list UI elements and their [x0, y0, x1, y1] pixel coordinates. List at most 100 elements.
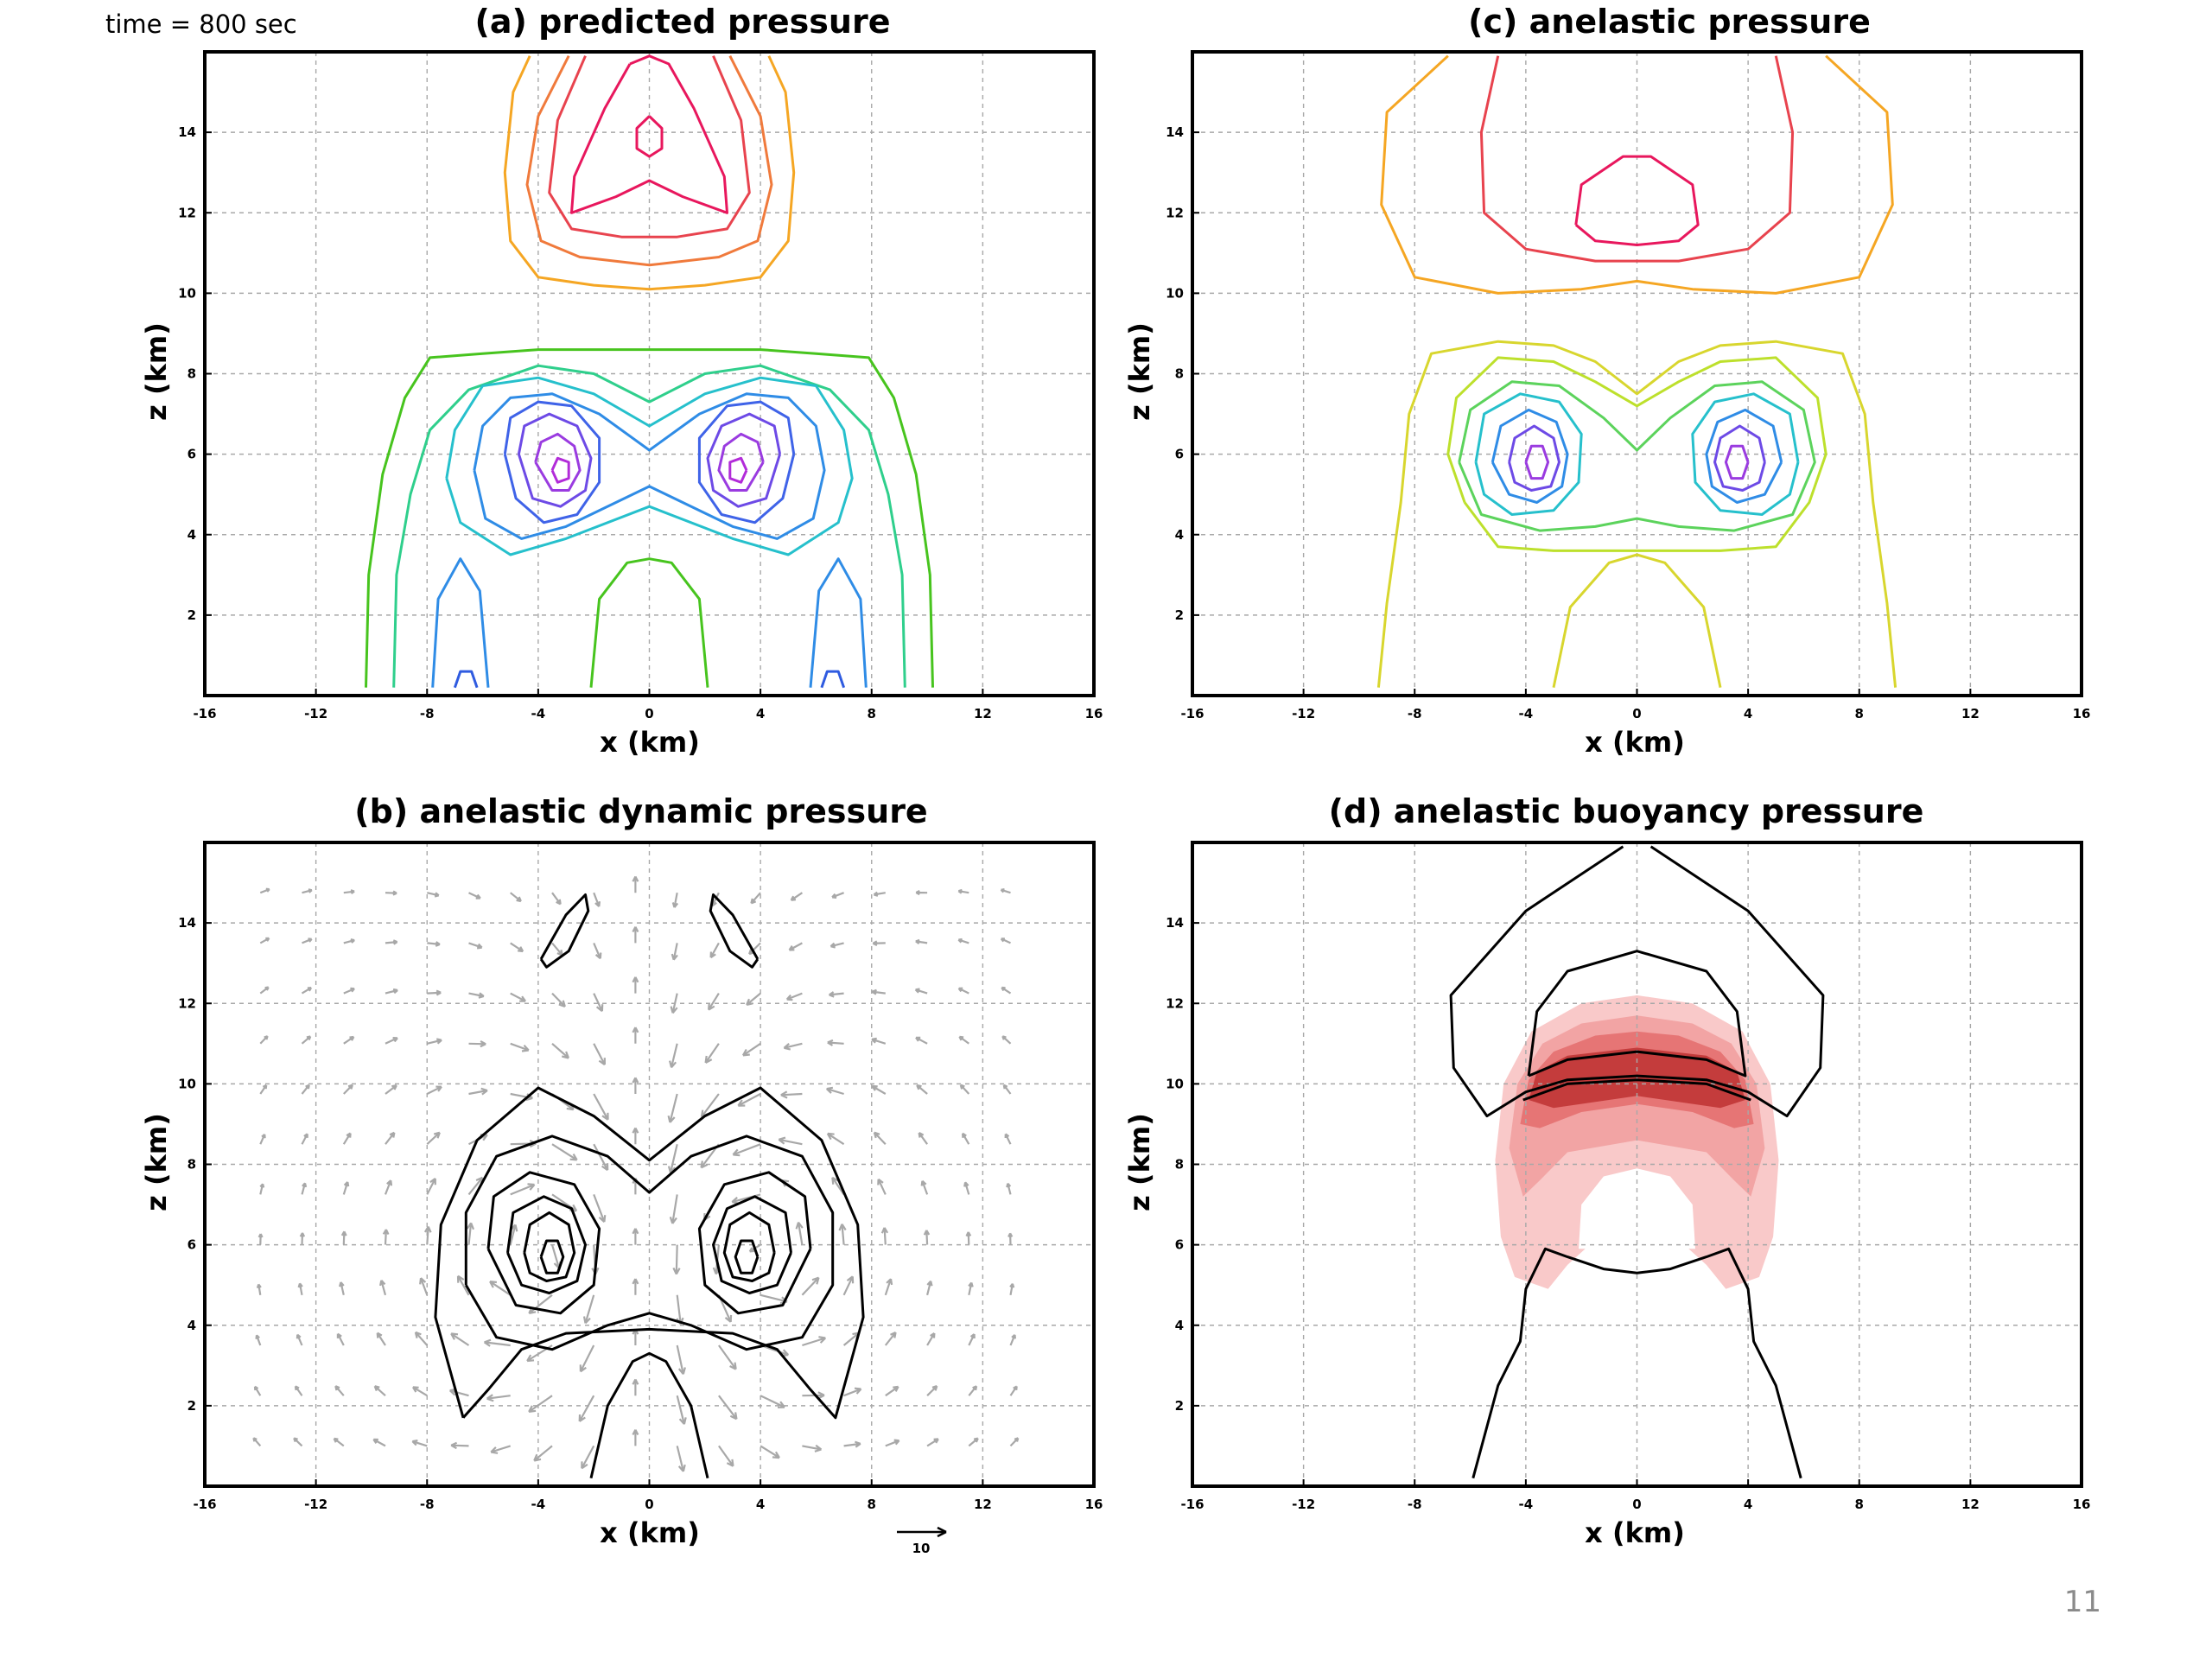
panel-b-wind-vector: [968, 1281, 974, 1296]
panel-b-wind-vector: [788, 942, 803, 951]
panel-c-xtick: 16: [2073, 706, 2091, 721]
panel-b-wind-vector: [926, 1385, 938, 1396]
panel-b-wind-vector: [750, 892, 761, 905]
panel-b-wind-vector: [831, 1176, 845, 1196]
panel-b-wind-vector: [1007, 1232, 1014, 1245]
panel-b-wind-vector: [671, 943, 678, 961]
panel-b-wind-vector: [632, 926, 639, 944]
panel-a-contour-20: [453, 670, 479, 689]
panel-b-wind-vector: [483, 1338, 511, 1347]
panel-b-wind-vector: [427, 941, 441, 947]
panel-b-wind-vector: [343, 889, 355, 895]
panel-b-wind-vector: [914, 988, 928, 995]
panel-c-contour-11: [1705, 408, 1783, 504]
panel-d-contour-2: [1522, 1078, 1751, 1102]
panel-b-wind-vector: [885, 1439, 900, 1447]
panel-b-wind-vector: [339, 1281, 345, 1296]
panel-b-wind-vector: [373, 1385, 386, 1397]
panel-b-wind-vector: [301, 1084, 310, 1095]
panel-b-wind-vector: [957, 888, 969, 894]
panel-b-wind-vector: [1006, 1182, 1012, 1195]
panel-b-wind-vector: [676, 1446, 686, 1472]
panel-c-xtick: 8: [1855, 706, 1864, 721]
panel-b-ylabel: z (km): [140, 1113, 173, 1211]
panel-b-wind-vector: [302, 888, 313, 894]
panel-a-contour-0: [503, 55, 796, 291]
panel-d-ytick: 10: [1166, 1076, 1184, 1091]
panel-b-wind-vector: [299, 1232, 306, 1245]
panel-b-wind-vector: [785, 992, 803, 1001]
panel-c-contour-7: [1491, 408, 1569, 504]
panel-b-wind-vector: [795, 1221, 804, 1245]
panel-c-contour-13: [1724, 444, 1750, 480]
panel-b-wind-vector: [1000, 888, 1011, 894]
panel-b-wind-vector: [456, 1274, 470, 1296]
panel-a-xtick: -8: [420, 706, 435, 721]
panel-b-wind-vector: [376, 1332, 386, 1346]
panel-b-wind-vector: [826, 1132, 845, 1146]
panel-c-ytick: 8: [1175, 366, 1184, 382]
panel-c-ytick: 10: [1166, 285, 1184, 301]
panel-d-xtick: -12: [1292, 1497, 1315, 1512]
panel-b-wind-vector: [1009, 1283, 1015, 1295]
vector-reference-key: 10: [897, 1526, 947, 1556]
panel-b-ytick: 2: [188, 1398, 196, 1414]
panel-c-xlabel: x (km): [1585, 726, 1685, 759]
panel-b-wind-vector: [920, 1179, 929, 1195]
panel-b-wind-vector: [427, 1038, 442, 1045]
panel-b-wind-vector: [632, 1077, 639, 1094]
panel-b-wind-vector: [632, 1429, 639, 1446]
panel-d-xtick: 4: [1744, 1497, 1752, 1512]
panel-b-wind-vector: [915, 1036, 928, 1045]
panel-a-xtick: -16: [193, 706, 216, 721]
panel-b-wind-vector: [926, 1438, 939, 1447]
panel-b-wind-vector: [593, 1143, 609, 1172]
panel-b-wind-vector: [671, 892, 679, 908]
panel-d-xtick: 0: [1632, 1497, 1641, 1512]
panel-a-ylabel: z (km): [140, 322, 173, 421]
panel-b-wind-vector: [672, 1244, 681, 1275]
panel-b-wind-vector: [670, 993, 678, 1014]
panel-a-contour-21: [820, 670, 846, 689]
panel-b-wind-vector: [632, 1278, 639, 1295]
panel-b-xtick: -4: [531, 1497, 546, 1512]
panel-b-ytick: 8: [188, 1157, 196, 1173]
panel-a-contour-9: [503, 400, 601, 524]
panel-b-wind-vector: [760, 1445, 780, 1459]
panel-c-contour-2: [1574, 155, 1700, 246]
panel-a-contour-4: [635, 115, 664, 158]
panel-b-wind-vector: [827, 1039, 844, 1046]
panel-b-wind-vector: [489, 1281, 512, 1296]
panel-b-wind-vector: [871, 1084, 887, 1095]
vector-reference-arrowhead: [937, 1526, 947, 1538]
panel-b-wind-vector: [746, 992, 761, 1006]
panel-b-wind-vector: [632, 875, 639, 893]
panel-a-contour-16: [728, 456, 748, 484]
panel-b-wind-vector: [778, 1136, 803, 1146]
panel-b-contour-8: [697, 1171, 812, 1315]
panel-b-wind-vector: [1000, 938, 1011, 944]
panel-b-wind-vector: [426, 1085, 442, 1095]
panel-b-wind-vector: [593, 1194, 607, 1224]
panel-b-ytick: 6: [188, 1237, 196, 1253]
panel-b-wind-vector: [468, 992, 485, 999]
panel-b-wind-vector: [1001, 986, 1012, 995]
panel-b-wind-vector: [632, 1378, 639, 1396]
panel-b-xtick: 16: [1085, 1497, 1103, 1512]
panel-b-wind-vector: [962, 1132, 970, 1145]
panel-b-wind-vector: [825, 1086, 844, 1096]
panel-b-wind-vector: [385, 1037, 398, 1045]
panel-b-wind-vector: [343, 987, 355, 995]
panel-a-contour-6: [392, 364, 906, 688]
panel-d-xtick: -8: [1408, 1497, 1422, 1512]
panel-a-xtick: 0: [645, 706, 653, 721]
panel-a-xtick: 16: [1085, 706, 1103, 721]
panel-b-wind-vector: [510, 892, 522, 903]
panel-b-wind-vector: [426, 1178, 436, 1195]
panel-b-wind-vector: [718, 1395, 738, 1421]
panel-a-contour-5: [365, 348, 934, 688]
panel-b-contour-6: [523, 1211, 576, 1282]
panel-b-wind-vector: [704, 1043, 720, 1064]
panel-b-wind-vector: [486, 1394, 511, 1402]
